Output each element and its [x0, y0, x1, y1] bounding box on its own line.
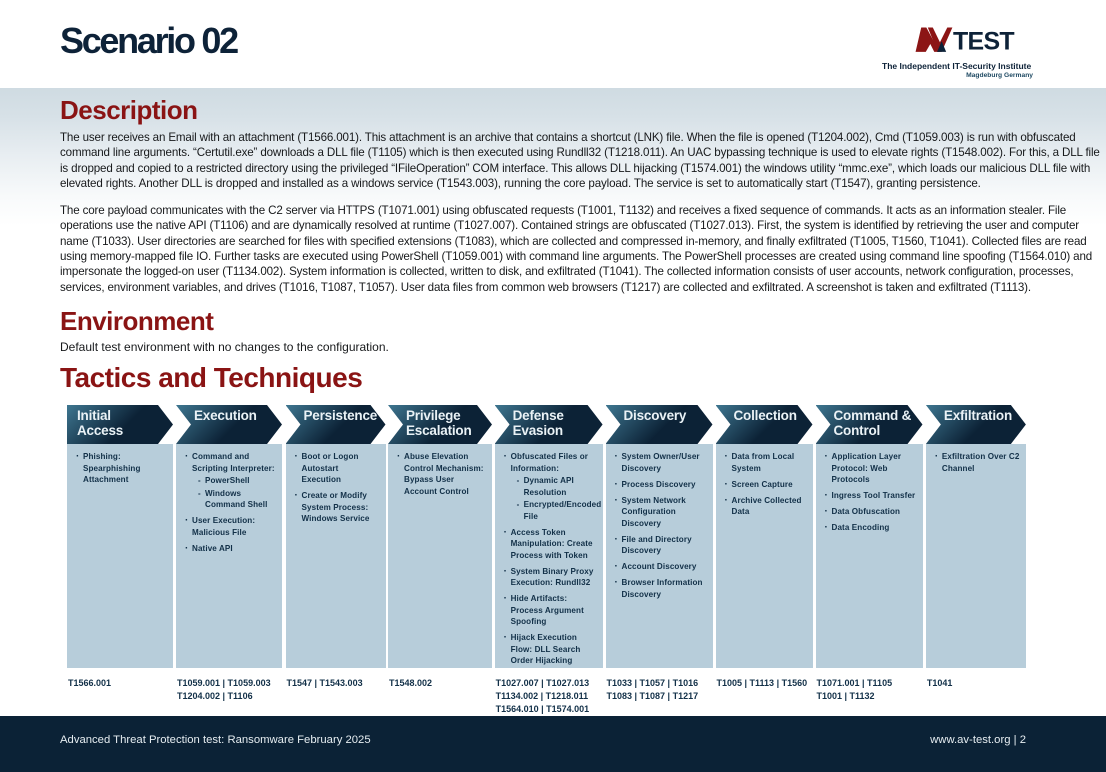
svg-text:TEST: TEST [953, 28, 1014, 56]
